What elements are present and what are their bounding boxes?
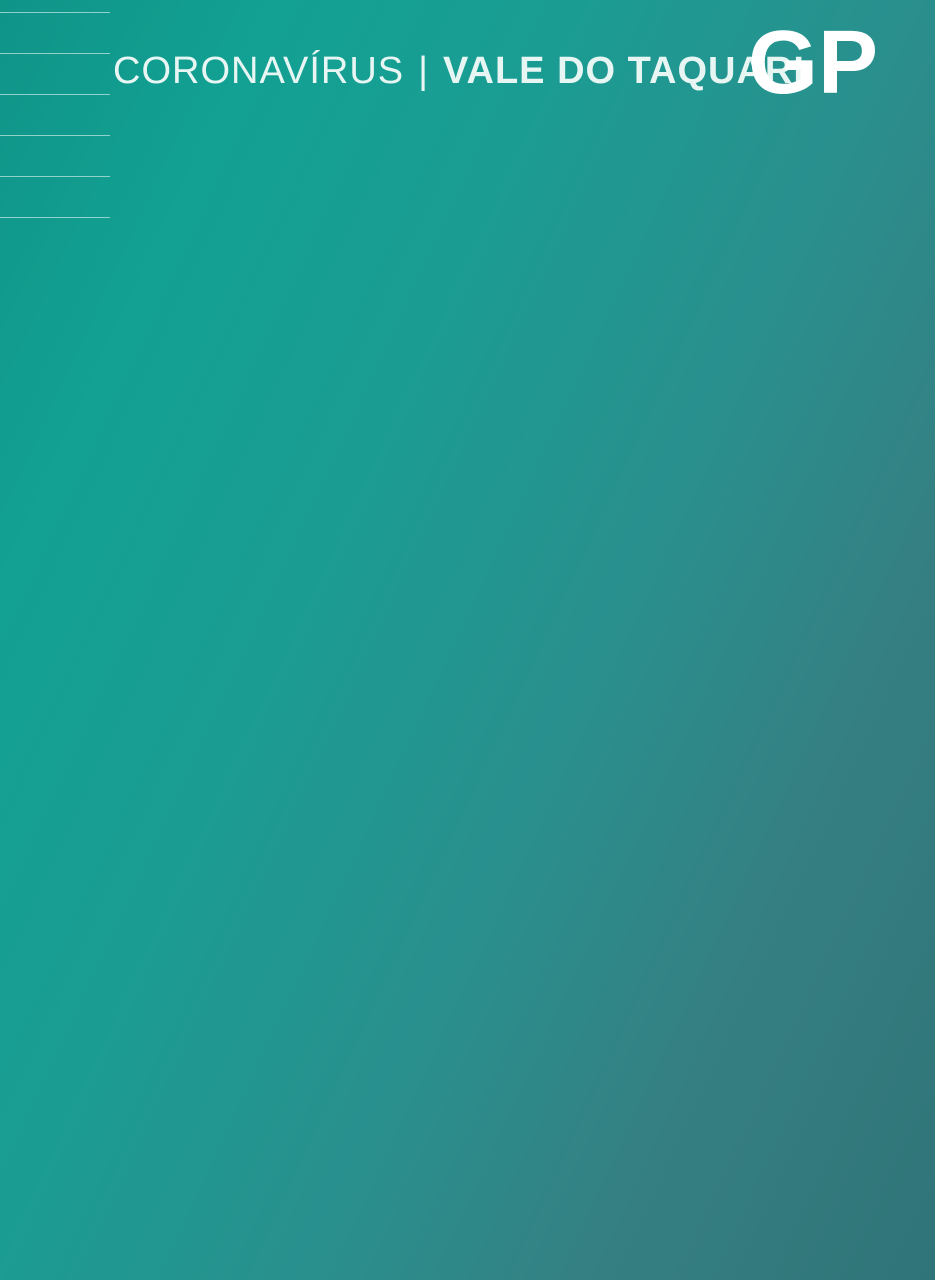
svg-text:GP: GP	[748, 18, 878, 113]
